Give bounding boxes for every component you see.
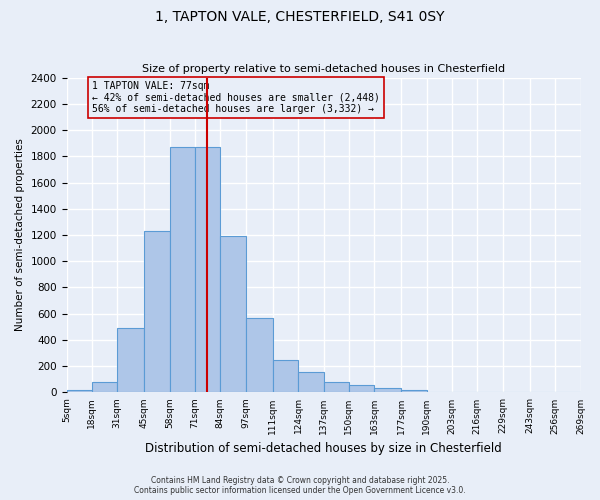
Text: 1, TAPTON VALE, CHESTERFIELD, S41 0SY: 1, TAPTON VALE, CHESTERFIELD, S41 0SY (155, 10, 445, 24)
Text: Contains HM Land Registry data © Crown copyright and database right 2025.
Contai: Contains HM Land Registry data © Crown c… (134, 476, 466, 495)
Text: 1 TAPTON VALE: 77sqm
← 42% of semi-detached houses are smaller (2,448)
56% of se: 1 TAPTON VALE: 77sqm ← 42% of semi-detac… (92, 80, 380, 114)
Bar (245, 318, 273, 392)
Bar (374, 388, 401, 392)
Bar (145, 231, 170, 392)
Bar (220, 236, 245, 392)
Y-axis label: Number of semi-detached properties: Number of semi-detached properties (15, 138, 25, 332)
Title: Size of property relative to semi-detached houses in Chesterfield: Size of property relative to semi-detach… (142, 64, 505, 74)
Bar (323, 382, 349, 392)
Bar (401, 390, 427, 392)
Bar (349, 384, 374, 392)
Bar (298, 372, 323, 392)
Bar (117, 328, 145, 392)
Bar (273, 360, 298, 392)
X-axis label: Distribution of semi-detached houses by size in Chesterfield: Distribution of semi-detached houses by … (145, 442, 502, 455)
Bar (67, 390, 92, 392)
Bar (170, 147, 195, 392)
Bar (195, 147, 220, 392)
Bar (92, 382, 117, 392)
